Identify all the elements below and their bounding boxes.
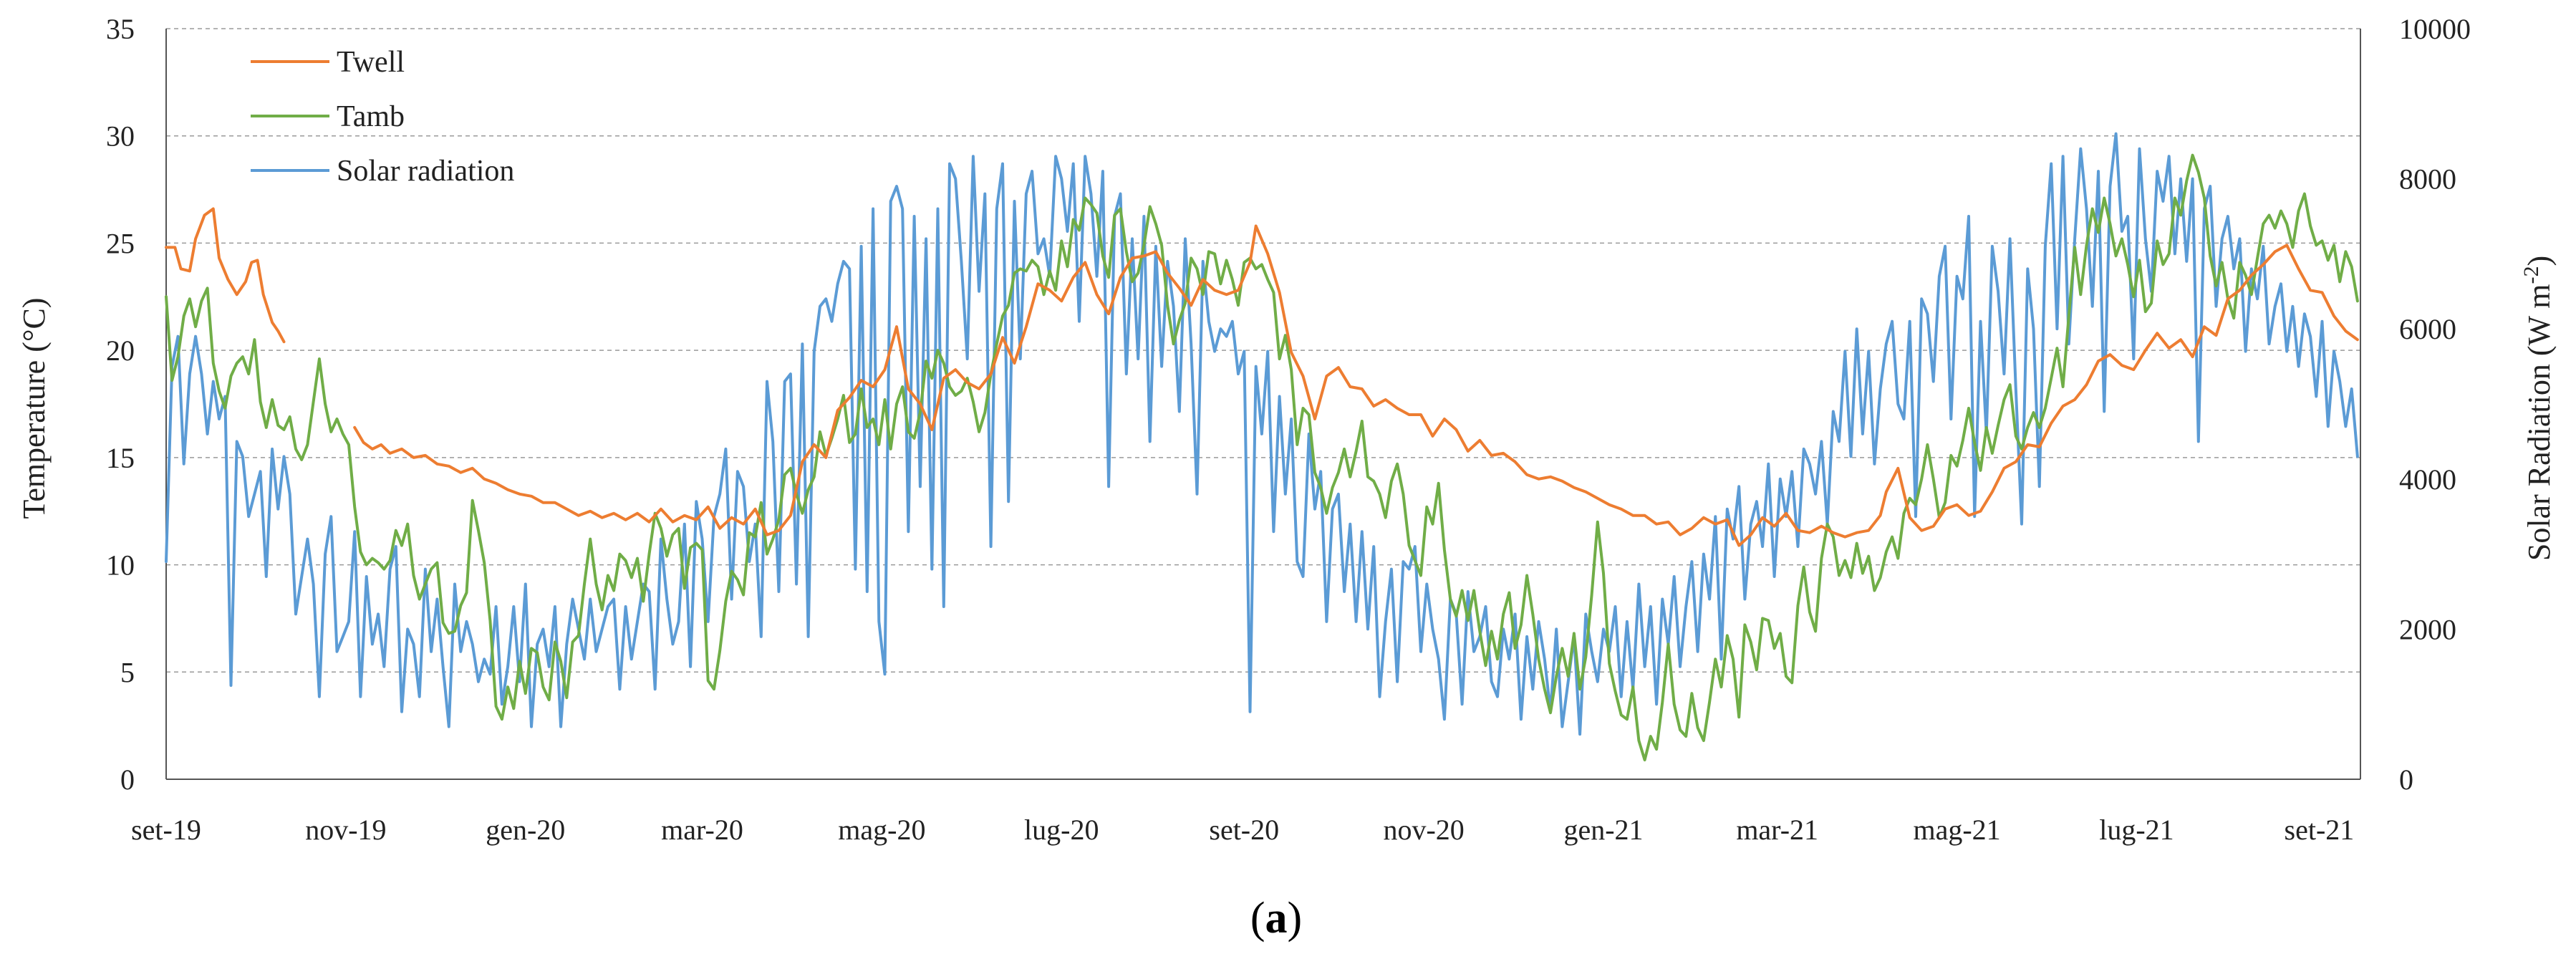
y-right-tick-label: 2000 [2399,613,2456,645]
y-left-tick-label: 20 [106,334,135,367]
right-axis-title-sup: -2 [2519,266,2543,284]
x-tick-label: set-21 [2285,814,2355,846]
y-left-tick-label: 0 [120,763,135,796]
caption-open: ( [1250,894,1265,943]
left-y-tick-labels: 0 5 10 15 20 25 30 35 [106,13,135,796]
x-tick-labels: set-19 nov-19 gen-20 mar-20 mag-20 lug-20 set-… [131,814,2354,846]
series-lines [165,132,2359,762]
y-left-tick-label: 5 [120,656,135,688]
y-right-tick-label: 6000 [2399,313,2456,345]
caption-close: ) [1288,894,1303,943]
series-line-twell-part-2 [353,224,2359,547]
y-left-tick-label: 30 [106,120,135,153]
x-tick-label: gen-20 [486,814,565,846]
figure-caption: (a) [1250,894,1302,943]
x-tick-label: lug-20 [1024,814,1099,846]
y-right-tick-label: 10000 [2399,13,2471,45]
right-axis-title: Solar Radiation (W m-2) [2519,256,2557,561]
series-line-solar-radiation [165,132,2359,736]
series-line-twell-part-1 [165,207,286,344]
y-right-tick-label: 4000 [2399,463,2456,496]
y-left-tick-label: 10 [106,549,135,582]
x-tick-label: mar-20 [661,814,743,846]
y-left-tick-label: 35 [106,13,135,45]
caption-letter: a [1265,894,1288,943]
legend-label-twell: Twell [337,46,405,79]
y-left-tick-label: 25 [106,227,135,259]
x-tick-label: mag-20 [838,814,925,846]
y-right-tick-label: 8000 [2399,163,2456,196]
right-y-tick-labels: 0 2000 4000 6000 8000 10000 [2399,13,2471,796]
right-axis-title-end: ) [2522,256,2557,266]
legend-label-solar: Solar radiation [337,155,514,188]
x-tick-label: lug-21 [2099,814,2174,846]
x-tick-label: gen-21 [1563,814,1643,846]
legend: Twell Tamb Solar radiation [251,46,514,188]
x-tick-label: nov-20 [1383,814,1464,846]
gridlines [166,28,2360,673]
axes [165,29,2361,780]
x-tick-label: set-19 [131,814,201,846]
right-axis-title-main: Solar Radiation (W m [2522,284,2557,562]
y-right-tick-label: 0 [2399,763,2413,796]
series-line-tamb [165,153,2359,762]
y-left-tick-label: 15 [106,442,135,474]
legend-label-tamb: Tamb [337,100,405,133]
left-axis-title: Temperature (°C) [16,298,52,519]
x-tick-label: set-20 [1209,814,1279,846]
x-tick-label: nov-19 [305,814,386,846]
x-tick-label: mar-21 [1736,814,1818,846]
x-tick-label: mag-21 [1913,814,2000,846]
